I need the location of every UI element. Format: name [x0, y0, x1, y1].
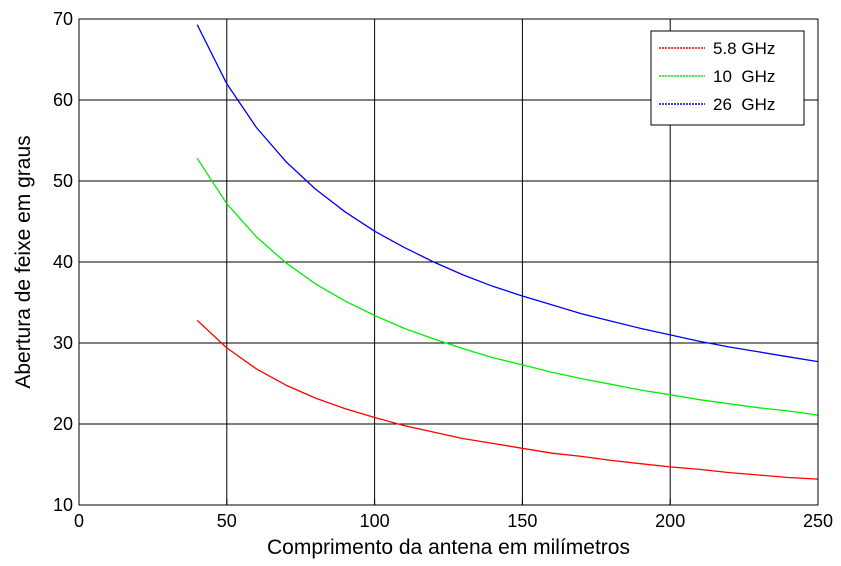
y-axis-label: Abertura de feixe em graus [12, 135, 35, 388]
x-tick-label: 150 [507, 511, 537, 531]
y-tick-label: 50 [53, 171, 73, 191]
series-line-26-ghz [196, 24, 819, 363]
series-line-5-8-ghz [196, 319, 819, 480]
y-tick-label: 60 [53, 90, 73, 110]
x-tick-label: 100 [360, 511, 390, 531]
x-tick-labels: 0 50 100 150 200 250 [74, 511, 833, 531]
y-tick-label: 40 [53, 252, 73, 272]
x-tick-label: 0 [74, 511, 84, 531]
y-tick-label: 70 [53, 9, 73, 29]
legend-box [650, 30, 805, 126]
x-tick-label: 200 [655, 511, 685, 531]
plot-frame [78, 18, 819, 506]
x-tick-label: 250 [803, 511, 833, 531]
x-axis-label: Comprimento da antena em milímetros [267, 536, 630, 559]
y-tick-labels: 10 20 30 40 50 60 70 [53, 9, 73, 515]
y-tick-label: 30 [53, 333, 73, 353]
y-tick-label: 20 [53, 414, 73, 434]
series-line-10-ghz [196, 157, 819, 416]
y-tick-label: 10 [53, 495, 73, 515]
x-tick-label: 50 [217, 511, 237, 531]
legend-label: 26 GHz [713, 95, 775, 114]
legend-label: 5.8 GHz [713, 39, 775, 58]
legend: 5.8 GHz 10 GHz 26 GHz [650, 30, 805, 126]
legend-label: 10 GHz [713, 67, 775, 86]
series-layer [196, 24, 819, 480]
